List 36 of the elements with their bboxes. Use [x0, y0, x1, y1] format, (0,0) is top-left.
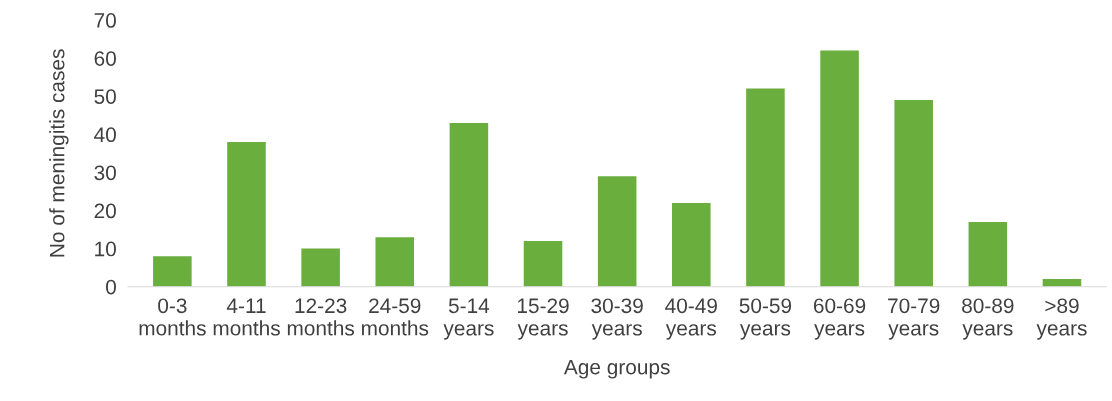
x-tick-label: 60-69 years	[813, 298, 866, 340]
y-tick-label: 0	[106, 279, 116, 295]
bar	[1042, 279, 1082, 287]
x-tick-label: >89 years	[1036, 298, 1087, 340]
y-tick-label: 60	[94, 51, 116, 66]
x-tick-label: 0-3 months	[139, 298, 206, 336]
x-tick-label: 12-23 months	[287, 298, 355, 336]
bar	[597, 176, 637, 287]
x-tick-label: 70-79 years	[888, 298, 940, 340]
bar	[746, 88, 785, 287]
bar	[894, 100, 933, 287]
y-tick-label: 30	[94, 165, 116, 181]
y-tick-label: 40	[94, 127, 116, 143]
y-tick-label: 70	[94, 13, 116, 28]
bar	[375, 237, 415, 287]
x-tick-label: 40-49 years	[665, 298, 717, 340]
x-tick-label: 50-59 years	[739, 298, 792, 340]
x-tick-label: 80-89 years	[962, 298, 1014, 340]
y-axis-title: No of meningitis cases	[49, 49, 69, 257]
x-axis-title: Age groups	[563, 359, 670, 379]
x-tick-label: 4-11 months	[213, 298, 280, 336]
x-tick-label: 15-29 years	[517, 298, 569, 340]
bar	[153, 256, 192, 287]
y-tick-label: 50	[94, 89, 116, 104]
x-tick-label: 5-14 years	[443, 298, 494, 340]
x-tick-label: 30-39 years	[591, 298, 643, 340]
y-tick-label: 20	[94, 203, 116, 219]
bar	[301, 248, 340, 287]
y-tick-label: 10	[95, 241, 116, 257]
bar	[449, 122, 489, 287]
x-tick-label: 24-59 months	[361, 298, 429, 336]
bar	[523, 241, 563, 287]
bar	[968, 221, 1008, 287]
bar	[227, 141, 266, 287]
bar	[672, 202, 711, 287]
bar	[820, 50, 859, 287]
